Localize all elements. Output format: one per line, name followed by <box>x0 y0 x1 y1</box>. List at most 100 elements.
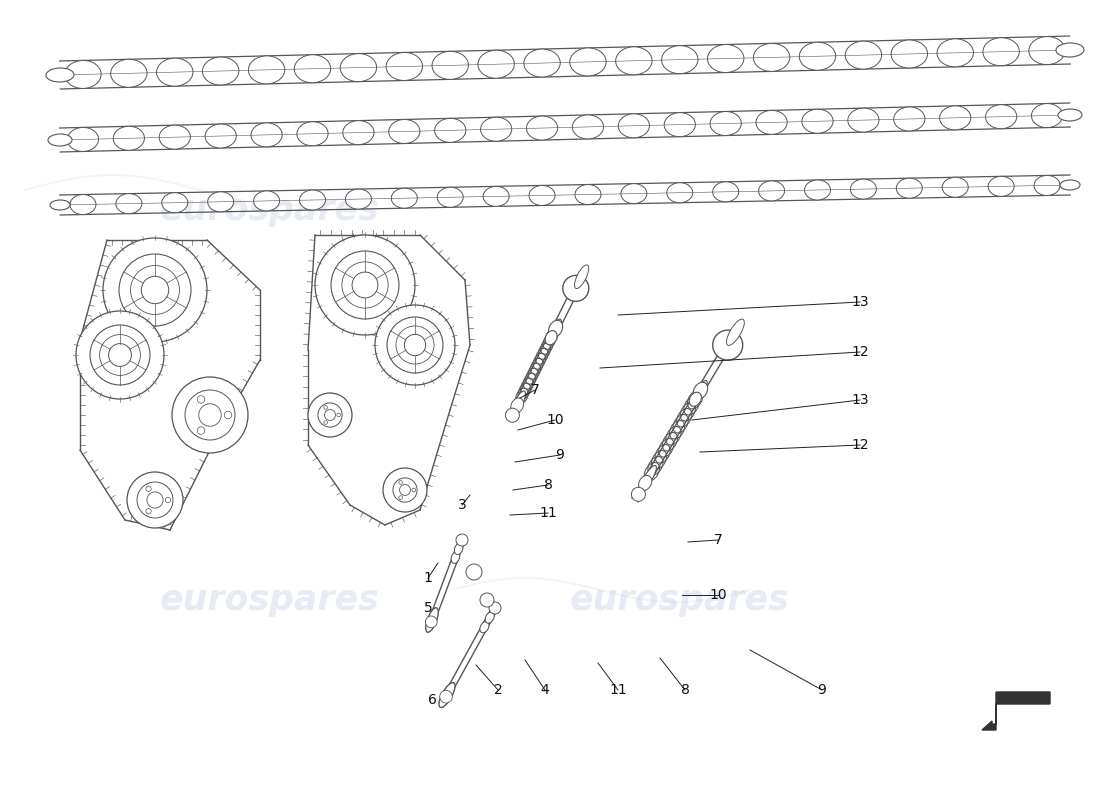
Circle shape <box>138 482 173 518</box>
Ellipse shape <box>451 552 460 563</box>
Ellipse shape <box>48 134 72 146</box>
Ellipse shape <box>386 53 422 81</box>
Text: 9: 9 <box>556 448 564 462</box>
Ellipse shape <box>1058 109 1082 121</box>
Ellipse shape <box>439 682 455 707</box>
Ellipse shape <box>254 191 279 211</box>
Ellipse shape <box>549 320 563 338</box>
Circle shape <box>399 485 410 495</box>
Ellipse shape <box>713 330 743 360</box>
Ellipse shape <box>340 54 376 82</box>
Ellipse shape <box>529 186 556 206</box>
Text: 9: 9 <box>817 683 826 697</box>
Circle shape <box>440 690 452 703</box>
Ellipse shape <box>343 121 374 145</box>
Ellipse shape <box>572 115 604 139</box>
Ellipse shape <box>575 185 601 205</box>
Ellipse shape <box>160 125 190 149</box>
Ellipse shape <box>1056 43 1084 57</box>
Ellipse shape <box>208 192 233 212</box>
Ellipse shape <box>639 475 652 490</box>
Ellipse shape <box>116 194 142 214</box>
Circle shape <box>383 468 427 512</box>
Circle shape <box>141 276 168 304</box>
Ellipse shape <box>1060 180 1080 190</box>
Ellipse shape <box>527 116 558 140</box>
Ellipse shape <box>111 59 147 87</box>
Ellipse shape <box>546 330 557 345</box>
Text: 13: 13 <box>851 393 869 407</box>
Ellipse shape <box>707 45 744 73</box>
Ellipse shape <box>983 38 1020 66</box>
Ellipse shape <box>295 54 331 82</box>
Text: eurospares: eurospares <box>570 583 790 617</box>
Circle shape <box>119 254 191 326</box>
Text: 13: 13 <box>851 295 869 309</box>
Circle shape <box>323 421 328 424</box>
Ellipse shape <box>299 190 326 210</box>
Ellipse shape <box>480 622 490 633</box>
Circle shape <box>387 317 443 373</box>
Ellipse shape <box>667 182 693 202</box>
Ellipse shape <box>1032 103 1063 127</box>
Circle shape <box>146 486 151 491</box>
Ellipse shape <box>988 176 1014 196</box>
Text: eurospares: eurospares <box>161 583 380 617</box>
Ellipse shape <box>477 50 515 78</box>
Text: 11: 11 <box>539 506 557 520</box>
Ellipse shape <box>251 123 283 147</box>
Ellipse shape <box>640 466 657 490</box>
Ellipse shape <box>711 111 741 135</box>
Ellipse shape <box>759 181 784 201</box>
Ellipse shape <box>618 114 649 138</box>
Circle shape <box>480 593 494 607</box>
Circle shape <box>197 427 205 434</box>
Ellipse shape <box>1028 37 1065 65</box>
Text: 7: 7 <box>530 383 539 397</box>
Ellipse shape <box>891 40 927 68</box>
Circle shape <box>185 390 235 440</box>
Circle shape <box>90 325 150 385</box>
Ellipse shape <box>754 43 790 71</box>
Text: 12: 12 <box>851 345 869 359</box>
Circle shape <box>308 393 352 437</box>
Ellipse shape <box>388 119 420 143</box>
Text: 7: 7 <box>714 533 723 547</box>
Text: 5: 5 <box>424 601 432 615</box>
Ellipse shape <box>524 49 560 77</box>
Text: 8: 8 <box>681 683 690 697</box>
Ellipse shape <box>249 56 285 84</box>
Ellipse shape <box>616 46 652 74</box>
Ellipse shape <box>510 398 524 414</box>
Circle shape <box>405 334 426 356</box>
Ellipse shape <box>485 612 494 623</box>
Circle shape <box>505 408 519 422</box>
Polygon shape <box>982 692 1050 730</box>
Ellipse shape <box>65 61 101 89</box>
Circle shape <box>466 564 482 580</box>
Circle shape <box>165 498 170 502</box>
Circle shape <box>76 311 164 399</box>
Circle shape <box>318 403 342 427</box>
Ellipse shape <box>850 179 877 199</box>
Ellipse shape <box>454 543 463 554</box>
Circle shape <box>172 377 248 453</box>
Ellipse shape <box>437 187 463 207</box>
Ellipse shape <box>804 180 830 200</box>
Ellipse shape <box>392 188 417 208</box>
Ellipse shape <box>693 382 707 399</box>
Ellipse shape <box>156 58 192 86</box>
Ellipse shape <box>563 275 589 302</box>
Ellipse shape <box>937 39 974 67</box>
Ellipse shape <box>70 194 96 214</box>
Ellipse shape <box>574 265 589 289</box>
Circle shape <box>197 396 205 403</box>
Circle shape <box>126 472 183 528</box>
Circle shape <box>342 262 388 308</box>
Ellipse shape <box>986 105 1016 129</box>
Text: 3: 3 <box>458 498 466 512</box>
Circle shape <box>147 492 163 508</box>
Circle shape <box>426 616 437 628</box>
Ellipse shape <box>620 184 647 204</box>
Ellipse shape <box>46 68 74 82</box>
